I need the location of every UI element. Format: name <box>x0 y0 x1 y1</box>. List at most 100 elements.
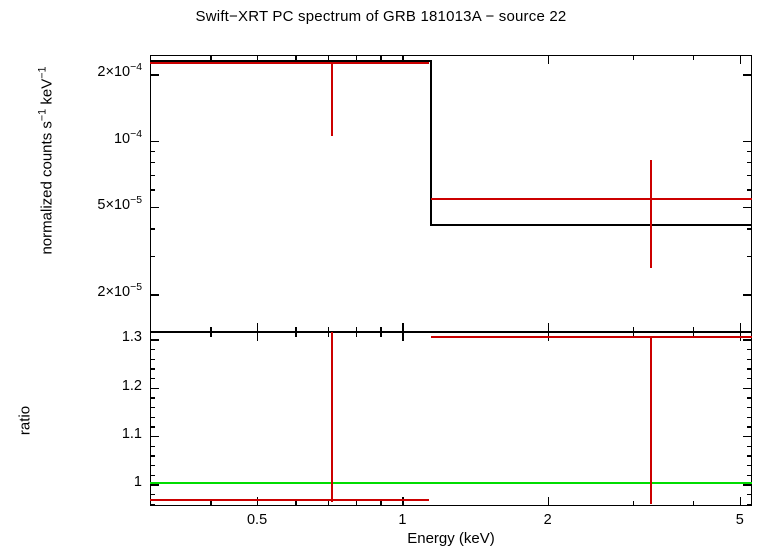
ratio-y-tick-label: 1 <box>133 474 142 491</box>
axis-tick <box>747 174 752 177</box>
axis-tick <box>747 368 752 370</box>
axis-tick <box>210 332 212 337</box>
axis-tick <box>327 55 329 60</box>
axis-tick <box>747 455 752 457</box>
axis-tick <box>257 55 259 64</box>
axis-tick <box>380 501 382 506</box>
ratio-step-bin1 <box>150 499 429 502</box>
axis-tick <box>257 332 259 341</box>
axis-tick <box>150 368 155 370</box>
axis-tick <box>747 445 752 447</box>
axis-tick <box>150 55 152 60</box>
axis-tick <box>747 228 752 230</box>
axis-tick <box>150 455 155 457</box>
axis-tick <box>150 161 155 164</box>
axis-tick <box>150 206 159 209</box>
axis-tick <box>747 397 752 399</box>
axis-tick <box>150 501 152 506</box>
axis-tick <box>355 327 357 332</box>
axis-tick <box>402 55 404 64</box>
axis-tick <box>747 416 752 418</box>
axis-tick <box>150 358 155 360</box>
axis-tick <box>402 323 404 332</box>
axis-tick <box>380 332 382 337</box>
axis-tick <box>295 55 297 60</box>
axis-tick <box>547 497 550 506</box>
axis-tick <box>295 501 297 506</box>
axis-tick <box>150 503 155 505</box>
axis-tick <box>693 501 695 506</box>
axis-tick <box>743 74 752 76</box>
spectrum-plot-area <box>150 55 752 332</box>
axis-tick <box>743 206 752 209</box>
axis-tick <box>747 150 752 153</box>
axis-tick <box>747 161 752 164</box>
axis-tick <box>327 327 329 332</box>
axis-tick <box>743 387 752 389</box>
axis-tick <box>150 484 159 486</box>
ratio-y-tick-label: 1.2 <box>121 377 142 394</box>
axis-tick <box>743 294 752 296</box>
axis-tick <box>547 55 550 64</box>
axis-tick <box>743 140 752 143</box>
axis-tick <box>295 332 297 337</box>
axis-tick <box>402 497 404 506</box>
x-tick-label: 2 <box>543 512 552 528</box>
spectrum-y-axis-label: normalized counts s−1 keV−1 <box>36 66 56 255</box>
axis-tick <box>150 416 155 418</box>
data-step-bin2 <box>431 198 752 201</box>
axis-tick <box>327 501 329 506</box>
axis-tick <box>150 445 155 447</box>
ratio-errorbar-bin2 <box>650 336 653 504</box>
ratio-plot-area <box>150 332 752 506</box>
axis-tick <box>257 497 259 506</box>
axis-tick <box>150 327 152 332</box>
ratio-y-tick-label: 1.1 <box>121 425 142 442</box>
data-errorbar-bin2 <box>650 160 653 268</box>
axis-tick <box>327 332 329 337</box>
axis-tick <box>632 501 635 506</box>
axis-tick <box>747 406 752 409</box>
axis-tick <box>693 327 695 332</box>
axis-tick <box>747 474 752 476</box>
axis-tick <box>747 503 752 505</box>
axis-tick <box>150 464 155 467</box>
axis-tick <box>150 150 155 153</box>
axis-tick <box>747 464 752 467</box>
spectrum-y-tick-label: 5×10−5 <box>97 195 142 213</box>
axis-tick <box>150 348 155 351</box>
ratio-panel-frame <box>150 332 752 506</box>
axis-tick <box>739 497 742 506</box>
axis-tick <box>150 339 159 341</box>
axis-tick <box>739 55 742 64</box>
axis-tick <box>150 377 155 380</box>
axis-tick <box>150 474 155 476</box>
axis-tick <box>743 339 752 341</box>
axis-tick <box>402 332 404 341</box>
axis-tick <box>295 327 297 332</box>
axis-tick <box>150 174 155 177</box>
axis-tick <box>150 140 159 143</box>
axis-tick <box>150 294 159 296</box>
spectrum-panel-frame <box>150 55 752 332</box>
axis-tick <box>150 397 155 399</box>
model-step-bin2 <box>430 224 752 227</box>
axis-tick <box>150 426 155 428</box>
axis-tick <box>747 426 752 428</box>
axis-tick <box>747 189 752 191</box>
axis-tick <box>150 332 152 337</box>
x-axis-label: Energy (keV) <box>407 530 495 547</box>
data-step-bin1 <box>150 62 429 65</box>
spectrum-y-tick-label: 2×10−4 <box>97 62 142 81</box>
axis-tick <box>210 55 212 60</box>
axis-tick <box>150 406 155 409</box>
axis-tick <box>257 323 259 332</box>
axis-tick <box>747 493 752 496</box>
axis-tick <box>747 255 752 258</box>
ratio-unity-line <box>150 482 752 485</box>
ratio-y-axis-label: ratio <box>16 405 34 436</box>
axis-tick <box>150 228 155 230</box>
axis-tick <box>743 484 752 486</box>
model-step-riser <box>430 60 433 226</box>
